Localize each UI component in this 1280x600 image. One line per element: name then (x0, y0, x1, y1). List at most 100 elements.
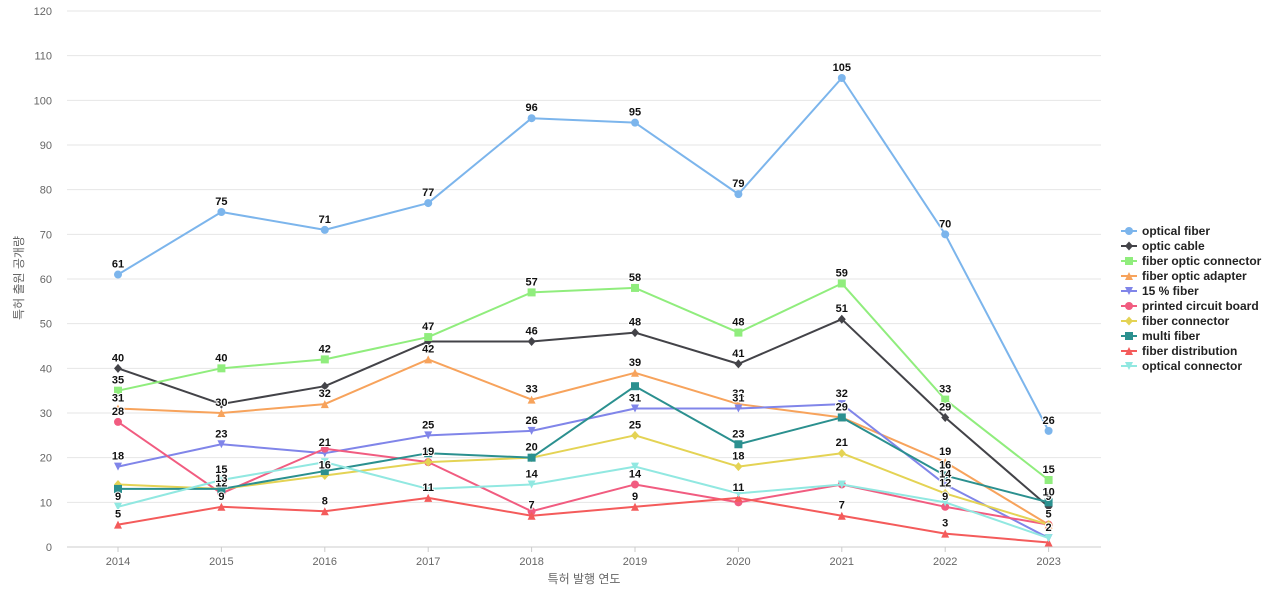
legend-symbol[interactable] (1125, 227, 1133, 235)
data-point[interactable] (1044, 520, 1053, 530)
data-point[interactable] (734, 462, 743, 472)
data-point[interactable] (734, 440, 743, 449)
data-point[interactable] (527, 511, 536, 520)
data-point[interactable] (734, 493, 743, 502)
data-point[interactable] (631, 328, 639, 338)
data-point[interactable] (734, 328, 743, 337)
data-point[interactable] (320, 225, 329, 234)
data-point[interactable] (734, 489, 743, 498)
data-point[interactable] (631, 480, 639, 489)
legend-item[interactable]: printed circuit board (1121, 299, 1259, 313)
data-point[interactable] (320, 507, 329, 516)
data-point[interactable] (114, 462, 122, 471)
legend-item[interactable]: fiber distribution (1121, 344, 1237, 358)
data-point[interactable] (217, 399, 226, 409)
data-point[interactable] (114, 520, 122, 529)
data-point[interactable] (837, 511, 846, 520)
data-point[interactable] (941, 471, 950, 480)
data-point[interactable] (320, 458, 329, 467)
data-point[interactable] (631, 368, 639, 377)
data-point[interactable] (941, 502, 950, 511)
data-point[interactable] (734, 404, 743, 413)
data-point[interactable] (114, 502, 122, 511)
data-point[interactable] (837, 413, 846, 422)
data-point[interactable] (424, 457, 433, 467)
data-point[interactable] (1044, 498, 1053, 507)
data-point[interactable] (217, 502, 226, 511)
data-point[interactable] (320, 381, 329, 391)
data-point[interactable] (941, 498, 950, 507)
data-point[interactable] (734, 190, 743, 199)
legend-symbol[interactable] (1125, 362, 1133, 370)
data-point[interactable] (631, 283, 639, 292)
data-point[interactable] (837, 448, 846, 458)
data-point[interactable] (114, 386, 122, 395)
data-point[interactable] (941, 488, 950, 498)
data-point[interactable] (114, 270, 122, 279)
data-point[interactable] (631, 404, 639, 413)
data-point[interactable] (631, 502, 639, 511)
legend-symbol[interactable] (1125, 347, 1133, 355)
data-point[interactable] (527, 507, 536, 516)
legend-item[interactable]: optic cable (1121, 239, 1205, 253)
data-point[interactable] (424, 355, 433, 364)
data-point[interactable] (631, 430, 639, 440)
data-point[interactable] (941, 395, 950, 404)
data-point[interactable] (424, 484, 433, 493)
data-point[interactable] (424, 333, 433, 342)
data-point[interactable] (734, 359, 743, 369)
data-point[interactable] (941, 529, 950, 538)
data-point[interactable] (320, 444, 329, 453)
data-point[interactable] (217, 364, 226, 373)
data-point[interactable] (320, 467, 329, 476)
data-point[interactable] (527, 395, 536, 404)
data-point[interactable] (631, 382, 639, 391)
data-point[interactable] (217, 484, 226, 493)
data-point[interactable] (217, 409, 226, 417)
legend-symbol[interactable] (1125, 241, 1133, 251)
data-point[interactable] (424, 199, 433, 208)
data-point[interactable] (114, 363, 122, 373)
data-point[interactable] (1044, 538, 1053, 547)
data-point[interactable] (320, 355, 329, 364)
legend-item[interactable]: fiber optic adapter (1121, 269, 1247, 283)
data-point[interactable] (1044, 476, 1053, 484)
legend-symbol[interactable] (1125, 302, 1133, 310)
data-point[interactable] (114, 404, 122, 413)
legend-symbol[interactable] (1125, 257, 1133, 265)
data-point[interactable] (527, 426, 536, 435)
data-point[interactable] (527, 480, 536, 489)
data-point[interactable] (1044, 534, 1053, 543)
data-point[interactable] (114, 484, 122, 493)
data-point[interactable] (424, 493, 433, 502)
data-point[interactable] (527, 288, 536, 297)
data-point[interactable] (941, 412, 950, 422)
legend-symbol[interactable] (1125, 287, 1133, 295)
legend-item[interactable]: optical connector (1121, 359, 1242, 373)
data-point[interactable] (217, 208, 226, 216)
data-point[interactable] (631, 118, 639, 127)
legend-symbol[interactable] (1125, 316, 1133, 326)
data-point[interactable] (114, 417, 122, 426)
legend-symbol[interactable] (1125, 332, 1133, 340)
data-point[interactable] (837, 279, 846, 288)
data-point[interactable] (837, 480, 846, 489)
data-point[interactable] (941, 458, 950, 467)
data-point[interactable] (320, 400, 329, 409)
data-point[interactable] (941, 230, 950, 239)
data-point[interactable] (424, 431, 433, 440)
legend-item[interactable]: fiber connector (1121, 314, 1230, 328)
data-point[interactable] (631, 462, 639, 471)
legend-symbol[interactable] (1125, 272, 1133, 280)
data-point[interactable] (1044, 426, 1053, 435)
legend-item[interactable]: fiber optic connector (1121, 254, 1262, 268)
data-point[interactable] (837, 74, 846, 82)
legend-item[interactable]: 15 % fiber (1121, 284, 1199, 298)
data-point[interactable] (837, 400, 846, 409)
data-point[interactable] (527, 453, 536, 462)
data-point[interactable] (527, 337, 536, 347)
data-point[interactable] (941, 480, 950, 489)
data-point[interactable] (424, 449, 433, 458)
data-point[interactable] (217, 440, 226, 449)
